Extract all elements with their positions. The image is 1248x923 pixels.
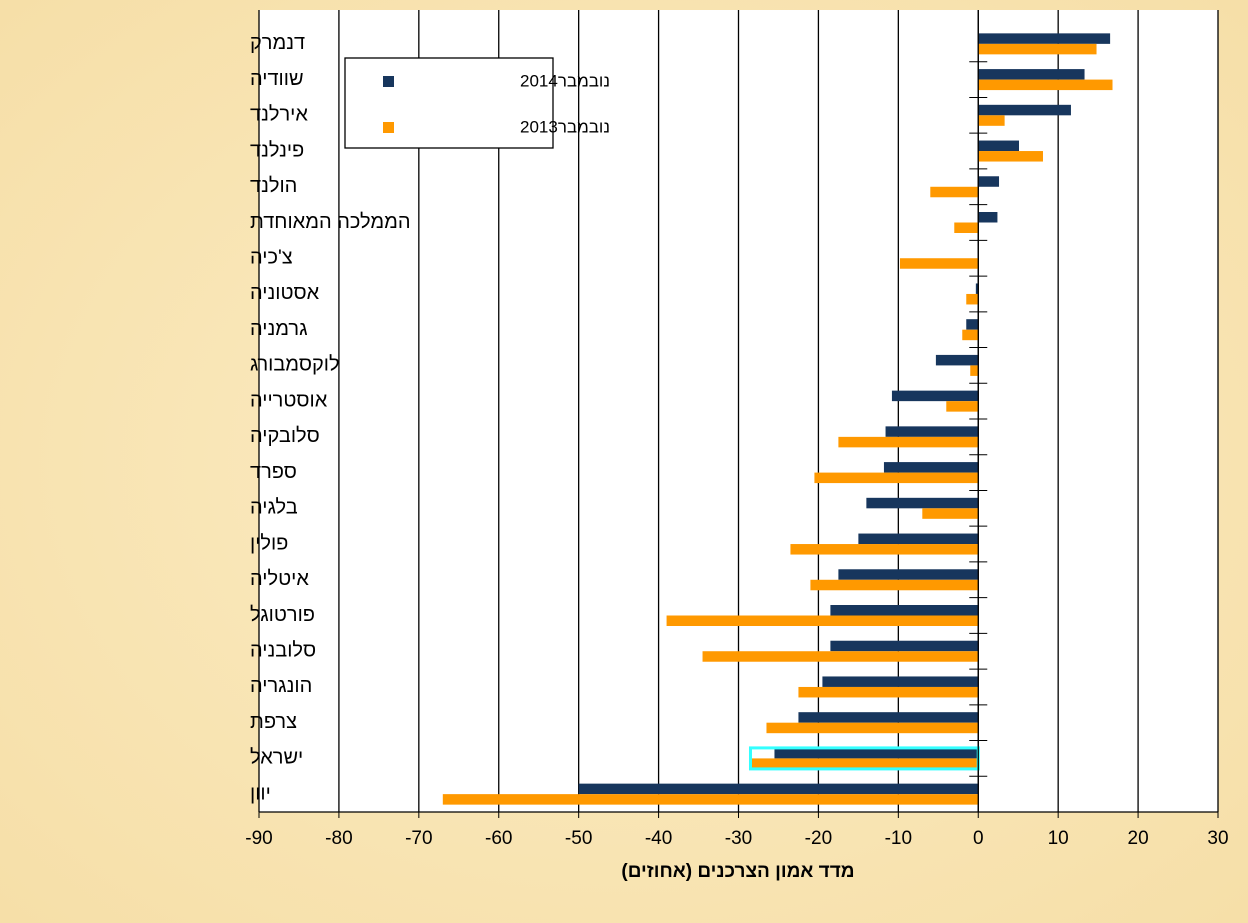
bar <box>883 462 979 473</box>
bar <box>858 533 979 545</box>
bar <box>891 390 979 402</box>
y-tick-label: הממלכה המאוחדת <box>250 211 411 233</box>
y-tick-label: ישראל <box>250 747 303 769</box>
y-tick-label: אירלנד <box>250 104 308 126</box>
x-tick-label: -20 <box>805 828 832 849</box>
y-tick-label: לוקסמבורג <box>250 354 340 376</box>
bar <box>922 508 979 519</box>
y-tick-label: בלגיה <box>250 497 298 519</box>
y-tick-label: צרפת <box>250 711 297 733</box>
bar <box>810 579 979 591</box>
bar <box>578 783 979 795</box>
y-tick-label: הונגריה <box>250 675 312 697</box>
x-tick-label: 30 <box>1207 828 1228 849</box>
y-tick-label: סלובקיה <box>250 425 320 447</box>
legend-swatch <box>383 122 394 133</box>
x-tick-label: -30 <box>725 828 752 849</box>
bar <box>866 497 979 509</box>
x-tick-label: -90 <box>245 828 272 849</box>
y-tick-label: דנמרק <box>250 32 305 54</box>
y-tick-label: שוודיה <box>250 68 304 90</box>
legend-box <box>344 57 554 149</box>
bar <box>702 651 979 662</box>
bar <box>830 640 979 652</box>
x-tick-label: 0 <box>973 828 984 849</box>
x-tick-label: -10 <box>885 828 912 849</box>
y-tick-label: גרמניה <box>250 318 308 340</box>
y-tick-label: צ'כיה <box>250 247 293 269</box>
x-tick-label: -50 <box>565 828 592 849</box>
bar <box>978 33 1111 44</box>
bar <box>954 222 979 233</box>
bar <box>978 212 998 223</box>
y-tick-label: אוסטרייה <box>250 389 328 411</box>
bar <box>899 258 979 269</box>
x-tick-label: -80 <box>325 828 352 849</box>
bar <box>962 329 979 341</box>
bar <box>975 283 979 294</box>
bar <box>798 712 979 723</box>
bar <box>790 544 979 555</box>
bar <box>966 319 979 330</box>
bar <box>946 401 979 412</box>
bar <box>750 758 979 769</box>
bar <box>978 104 1071 116</box>
x-tick-label: 10 <box>1048 828 1069 849</box>
bar <box>978 43 1097 55</box>
y-tick-label: ספרד <box>250 461 297 483</box>
bar <box>978 69 1085 80</box>
bar <box>978 115 1005 126</box>
x-tick-label: -40 <box>645 828 672 849</box>
bar <box>970 365 979 376</box>
y-tick-label: אסטוניה <box>250 282 320 304</box>
bar <box>838 436 979 448</box>
bar <box>814 472 979 484</box>
bar <box>978 140 1020 152</box>
y-tick-label: הולנד <box>250 175 297 197</box>
bar <box>885 426 979 437</box>
bar <box>774 747 979 759</box>
y-tick-label: יוון <box>250 782 271 804</box>
y-tick-label: איטליה <box>250 568 309 590</box>
legend-label: נובמבר2014 <box>520 71 610 90</box>
x-tick-label: -70 <box>405 828 432 849</box>
bar <box>442 794 979 805</box>
y-tick-label: פינלנד <box>250 139 304 161</box>
bar <box>838 569 979 580</box>
legend-swatch <box>383 76 394 87</box>
bar <box>822 676 979 687</box>
x-tick-label: -60 <box>485 828 512 849</box>
bar <box>966 293 979 305</box>
bar <box>978 151 1043 162</box>
y-tick-label: פורטוגל <box>250 604 315 626</box>
y-tick-label: פולין <box>250 532 288 554</box>
legend-label: נובמבר2013 <box>520 117 610 136</box>
bar <box>930 186 979 198</box>
bar <box>798 686 979 698</box>
bar <box>978 176 1000 187</box>
bar <box>935 354 979 366</box>
bar <box>766 722 979 734</box>
y-tick-label: סלובניה <box>250 640 316 662</box>
bar <box>830 605 979 616</box>
bar <box>666 615 979 626</box>
x-axis-title: מדד אמון הצרכנים (אחוזים) <box>621 861 854 882</box>
x-tick-label: 20 <box>1128 828 1149 849</box>
bar <box>978 79 1113 91</box>
